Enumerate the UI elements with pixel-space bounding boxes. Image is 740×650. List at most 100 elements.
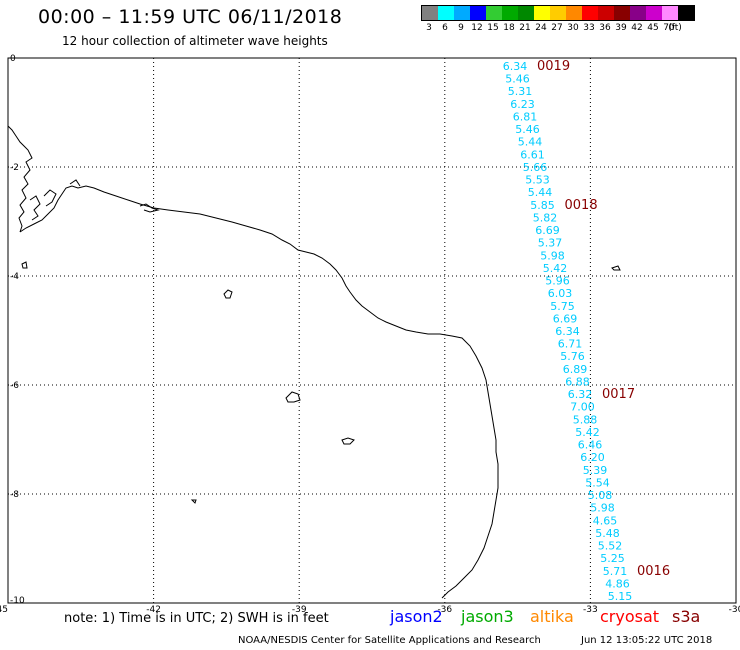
island (285, 391, 301, 403)
legend-swatch (470, 6, 486, 20)
legend-swatch (550, 6, 566, 20)
legend-label: 45 (647, 23, 659, 33)
legend-label: 24 (535, 23, 547, 33)
island (190, 499, 197, 504)
wave-height-label: 5.66 (523, 161, 548, 174)
x-tick-label: -33 (583, 605, 598, 615)
satellite-track: 6.345.465.316.236.815.465.446.615.665.53… (503, 59, 670, 603)
map-title: 00:00 – 11:59 UTC 06/11/2018 (38, 6, 343, 28)
legend-swatch (598, 6, 614, 20)
wave-height-label: 6.71 (558, 338, 583, 351)
wave-height-label: 5.42 (543, 262, 568, 275)
wave-height-label: 5.54 (585, 476, 610, 489)
legend-label: 21 (519, 23, 531, 33)
axis-tick-labels: -45 -42 -39 -36 -33 -30 0 -2 -4 -6 -8 -10 (0, 54, 740, 615)
coastline-detail (29, 179, 160, 221)
generated-timestamp: Jun 12 13:05:22 UTC 2018 (581, 635, 713, 646)
legend-label: 70 (663, 23, 675, 33)
legend-swatch (534, 6, 550, 20)
x-tick-label: -36 (437, 605, 452, 615)
wave-height-label: 5.08 (588, 489, 613, 502)
legend-label: 18 (503, 23, 515, 33)
x-tick-label: -30 (729, 605, 740, 615)
pass-time-label: 0019 (537, 59, 570, 74)
island (21, 261, 28, 269)
map-frame (7, 57, 737, 604)
y-tick-label: -10 (10, 596, 25, 606)
legend-label: 42 (631, 23, 643, 33)
legend-label: 3 (426, 23, 432, 33)
legend-swatch (678, 6, 694, 20)
legend-labels: 3 6 9 12 15 18 21 24 27 30 33 36 39 42 45 70 (ft) (421, 21, 695, 35)
wave-height-label: 6.20 (580, 451, 605, 464)
wave-height-label: 6.81 (513, 110, 538, 123)
footnote: note: 1) Time is in UTC; 2) SWH is in fe… (64, 611, 329, 626)
legend-swatch (566, 6, 582, 20)
legend-swatch (438, 6, 454, 20)
wave-height-label: 5.71 (603, 565, 628, 578)
wave-height-label: 6.23 (510, 98, 535, 111)
wave-height-label: 6.69 (553, 312, 578, 325)
x-tick-label: -45 (0, 605, 8, 615)
credit-line: NOAA/NESDIS Center for Satellite Applica… (238, 635, 541, 646)
wave-height-label: 5.46 (505, 73, 530, 86)
wave-height-label: 6.34 (503, 60, 528, 73)
coastline (7, 125, 499, 599)
legend-swatch (454, 6, 470, 20)
wave-height-label: 5.42 (575, 426, 600, 439)
wave-height-label: 5.52 (598, 540, 623, 553)
legend-swatch (662, 6, 678, 20)
legend-label: 9 (458, 23, 464, 33)
legend-swatch (502, 6, 518, 20)
legend-label: 30 (567, 23, 579, 33)
legend-swatch (614, 6, 630, 20)
wave-height-label: 4.65 (593, 514, 618, 527)
wave-height-label: 5.37 (538, 237, 563, 250)
wave-height-label: 5.76 (560, 350, 585, 363)
wave-height-label: 5.46 (515, 123, 540, 136)
legend-swatch (422, 6, 438, 20)
wave-height-label: 6.89 (563, 363, 588, 376)
lat-lon-grid (8, 58, 736, 603)
pass-time-label: 0016 (637, 564, 670, 579)
map-subtitle: 12 hour collection of altimeter wave hei… (62, 34, 328, 48)
wave-height-label: 5.31 (508, 85, 533, 98)
wave-height-color-legend: 3 6 9 12 15 18 21 24 27 30 33 36 39 42 45 70 (ft) (421, 5, 695, 35)
y-tick-label: 0 (10, 54, 16, 64)
y-tick-label: -4 (10, 272, 19, 282)
island (341, 437, 355, 445)
legend-label: 6 (442, 23, 448, 33)
wave-height-label: 4.86 (605, 577, 630, 590)
pass-time-label: 0017 (602, 387, 635, 402)
wave-height-label: 5.53 (525, 174, 550, 187)
satellite-legend-s3a: s3a (672, 607, 701, 626)
wave-height-label: 6.61 (520, 148, 545, 161)
legend-label: 33 (583, 23, 595, 33)
y-tick-label: -6 (10, 381, 19, 391)
y-tick-label: -2 (10, 163, 19, 173)
wave-height-label: 5.88 (573, 413, 598, 426)
wave-height-label: 5.82 (533, 211, 558, 224)
wave-height-label: 5.25 (600, 552, 625, 565)
wave-height-label: 6.88 (565, 375, 590, 388)
legend-unit: (ft) (668, 23, 682, 33)
legend-label: 27 (551, 23, 563, 33)
legend-swatch (518, 6, 534, 20)
wave-height-label: 6.03 (548, 287, 573, 300)
wave-height-label: 5.39 (583, 464, 608, 477)
satellite-legend-cryosat: cryosat (600, 607, 660, 626)
legend-swatch (646, 6, 662, 20)
wave-height-label: 6.46 (578, 439, 603, 452)
legend-label: 36 (599, 23, 611, 33)
satellite-legend-jason3: jason3 (461, 607, 514, 626)
wave-height-label: 6.69 (535, 224, 560, 237)
satellite-legend-jason2: jason2 (390, 607, 443, 626)
wave-height-label: 5.96 (545, 275, 570, 288)
legend-label: 39 (615, 23, 627, 33)
wave-height-label: 5.44 (528, 186, 553, 199)
legend-swatch (630, 6, 646, 20)
wave-height-label: 5.48 (595, 527, 620, 540)
legend-label: 15 (487, 23, 499, 33)
legend-swatch (486, 6, 502, 20)
legend-swatch (582, 6, 598, 20)
